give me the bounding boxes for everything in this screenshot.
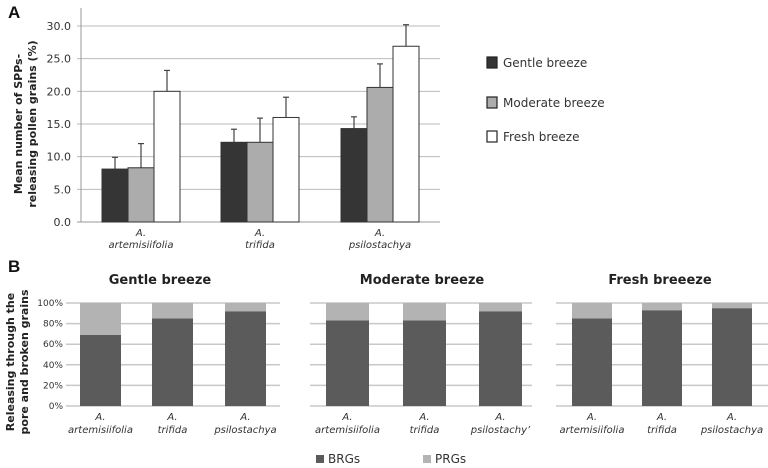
x-tick-genus: A. [341, 412, 352, 423]
panel-a: A Mean number of SPPs- releasing pollen … [8, 3, 605, 251]
bar-brgs [479, 311, 522, 406]
subplot-title: Moderate breeze [360, 273, 485, 288]
x-tick-species: trifida [245, 240, 275, 251]
bar [153, 90, 181, 223]
x-tick-species: trifida [410, 425, 440, 436]
bar-prgs [712, 303, 752, 309]
subplot-title: Gentle breeze [109, 273, 212, 288]
panel-b-y-ticks: 0% 20% 40% 60% 80% 100% [37, 299, 63, 412]
y-tick-label-b: 60% [43, 340, 63, 350]
y-tick-label-b: 100% [37, 299, 63, 309]
x-tick-species: artemisiifolia [560, 425, 625, 436]
bar-brgs [642, 310, 682, 406]
bar-brgs [80, 334, 121, 406]
y-tick-label-a: 10.0 [47, 151, 72, 164]
legend-label: PRGs [435, 452, 466, 466]
legend-swatch [423, 455, 431, 463]
x-tick-species: trifida [158, 425, 188, 436]
legend-swatch [486, 130, 498, 143]
panel-b-legend: BRGs PRGs [316, 452, 466, 466]
y-tick-label-b: 0% [49, 402, 64, 412]
legend-label: Moderate breeze [503, 96, 605, 110]
panel-b-ylabel-line1: Releasing through the [4, 293, 17, 431]
y-tick-label-b: 20% [43, 381, 63, 391]
subplot-gentle-breeze: Gentle breeze A. artemisiifolia A. trifida A.… [66, 273, 280, 436]
x-tick-species: psilostachya [348, 240, 411, 251]
bar-brgs [225, 311, 266, 406]
y-tick-label-b: 80% [43, 320, 63, 330]
bar-brgs [326, 320, 369, 406]
x-tick-species: artemisiifolia [109, 240, 174, 251]
subplot-fresh-breeeze: Fresh breeeze A. artemisiifolia A. trifida A.… [556, 273, 768, 436]
x-tick-genus: A. [726, 412, 737, 423]
panel-a-ylabel-line1: Mean number of SPPs- [12, 54, 25, 194]
bar-brgs [712, 308, 752, 406]
bar-prgs [479, 303, 522, 312]
panel-a-label: A [8, 3, 20, 22]
bar-prgs [326, 303, 369, 321]
x-tick-species: trifida [647, 425, 677, 436]
x-tick-species: artemisiifolia [315, 425, 380, 436]
y-tick-label-b: 40% [43, 361, 63, 371]
bar-prgs [403, 303, 446, 321]
subplot-moderate-breeze: Moderate breeze A. artemisiifolia A. trifida… [310, 273, 532, 436]
subplot-title: Fresh breeeze [608, 273, 712, 288]
bar [220, 141, 248, 223]
bar [272, 116, 300, 223]
y-tick-label-a: 30.0 [47, 20, 72, 33]
x-tick-genus: A. [135, 228, 146, 239]
bar-prgs [152, 303, 193, 319]
y-tick-label-a: 0.0 [54, 216, 72, 229]
bar-prgs [572, 303, 612, 319]
bar-prgs [80, 303, 121, 335]
panel-a-ylabel-line2: releasing pollen grains (%) [26, 40, 39, 207]
y-tick-label-a: 5.0 [54, 183, 72, 196]
panel-b-subplots: Gentle breeze A. artemisiifolia A. trifida A.… [66, 273, 768, 436]
x-tick-species: psilostachya [213, 425, 276, 436]
bar-prgs [642, 303, 682, 311]
legend-swatch [486, 96, 498, 109]
legend-swatch [316, 455, 324, 463]
y-tick-label-a: 20.0 [47, 85, 72, 98]
x-tick-species: psilostachy’ [470, 425, 531, 436]
bar-brgs [403, 320, 446, 406]
panel-b-ylabel-line2: pore and broken grains [18, 289, 31, 434]
bar [101, 168, 129, 223]
panel-a-legend: Gentle breeze Moderate breeze Fresh breeze [486, 56, 605, 144]
x-tick-genus: A. [656, 412, 667, 423]
x-tick-genus: A. [254, 228, 265, 239]
bar [340, 128, 368, 223]
x-tick-species: artemisiifolia [68, 425, 133, 436]
x-tick-genus: A. [94, 412, 105, 423]
y-tick-label-a: 15.0 [47, 118, 72, 131]
x-tick-species: psilostachya [700, 425, 763, 436]
bar [392, 45, 420, 223]
x-tick-genus: A. [586, 412, 597, 423]
legend-label: BRGs [328, 452, 360, 466]
bar-brgs [152, 318, 193, 406]
x-tick-genus: A. [418, 412, 429, 423]
x-tick-genus: A. [239, 412, 250, 423]
legend-swatch [486, 56, 498, 69]
legend-label: Fresh breeze [503, 130, 580, 144]
x-tick-genus: A. [166, 412, 177, 423]
panel-a-y-ticks: 0.0 5.0 10.0 15.0 20.0 25.0 30.0 [47, 20, 72, 229]
panel-a-bars [101, 24, 420, 223]
legend-label: Gentle breeze [503, 56, 587, 70]
bar-brgs [572, 318, 612, 406]
panel-b-label: B [8, 257, 20, 276]
x-tick-genus: A. [374, 228, 385, 239]
bar-prgs [225, 303, 266, 312]
x-tick-genus: A. [494, 412, 505, 423]
bar [366, 86, 394, 223]
panel-b: B Releasing through the pore and broken … [4, 257, 768, 466]
bar [127, 167, 155, 223]
y-tick-label-a: 25.0 [47, 53, 72, 66]
bar [246, 141, 274, 223]
